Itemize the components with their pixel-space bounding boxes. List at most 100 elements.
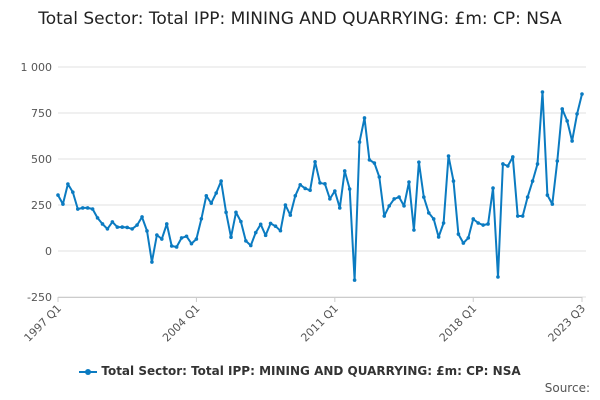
data-point: [417, 160, 421, 164]
data-point: [510, 155, 515, 159]
data-point: [66, 182, 70, 186]
data-point: [496, 275, 500, 279]
data-point: [75, 207, 80, 211]
data-point: [422, 195, 426, 199]
x-tick-label: 2004 Q1: [160, 302, 203, 345]
data-point: [555, 159, 560, 163]
data-point: [333, 189, 337, 193]
data-point: [214, 191, 218, 195]
data-point: [150, 260, 154, 264]
data-point: [515, 214, 520, 218]
data-point: [199, 217, 204, 221]
data-point: [347, 187, 352, 191]
data-point: [253, 230, 258, 235]
data-point: [506, 164, 510, 168]
data-point: [491, 186, 495, 190]
data-point: [570, 139, 574, 143]
data-point: [140, 215, 144, 219]
data-point: [219, 179, 223, 183]
data-point: [278, 228, 283, 233]
data-point: [105, 227, 110, 231]
data-point: [337, 206, 342, 210]
data-point: [367, 158, 372, 162]
data-point: [431, 217, 436, 221]
data-point: [550, 202, 555, 206]
data-point: [323, 182, 327, 186]
data-point: [520, 214, 525, 218]
data-point: [160, 237, 164, 241]
data-point: [481, 223, 485, 227]
data-point: [328, 197, 332, 201]
data-point: [298, 182, 303, 187]
data-point: [169, 244, 174, 248]
y-tick-label: 500: [31, 153, 52, 166]
data-point: [565, 119, 569, 123]
data-point: [204, 194, 209, 198]
data-point: [268, 221, 273, 226]
data-point: [273, 224, 278, 228]
data-point: [194, 237, 199, 241]
y-tick-label: -250: [27, 291, 52, 304]
data-point: [461, 241, 466, 245]
data-point: [456, 232, 461, 236]
data-point: [471, 217, 476, 221]
source-label: Source:: [544, 381, 590, 395]
data-point: [80, 206, 85, 210]
y-tick-label: 0: [45, 245, 52, 258]
data-point: [525, 195, 530, 199]
data-point: [174, 245, 179, 249]
x-tick-label: 2023 Q3: [546, 302, 589, 345]
y-tick-label: 750: [31, 107, 52, 120]
data-point: [308, 188, 312, 193]
data-point: [342, 169, 347, 173]
data-point: [125, 225, 130, 230]
legend-label: Total Sector: Total IPP: MINING AND QUAR…: [101, 364, 521, 378]
data-point: [387, 204, 392, 208]
data-point: [382, 214, 387, 218]
data-point: [209, 201, 214, 205]
data-point: [234, 210, 238, 215]
legend-line-icon: [79, 368, 98, 375]
data-point: [392, 197, 396, 201]
data-point: [258, 222, 263, 227]
data-point: [501, 162, 505, 166]
data-point: [115, 225, 120, 229]
data-point: [466, 236, 471, 240]
data-point: [441, 221, 446, 225]
data-point: [130, 227, 134, 231]
data-point: [248, 243, 253, 248]
x-tick-label: 2018 Q1: [437, 302, 480, 345]
data-point: [357, 140, 362, 144]
data-point: [145, 229, 149, 233]
data-point: [407, 180, 411, 184]
data-point: [229, 235, 233, 239]
data-point: [372, 161, 377, 165]
data-point: [71, 190, 75, 194]
data-point: [189, 241, 194, 246]
data-point: [95, 216, 100, 220]
data-point: [545, 193, 550, 197]
data-point: [244, 239, 248, 243]
data-point: [164, 222, 169, 226]
data-point: [362, 116, 367, 120]
data-point: [476, 221, 480, 225]
data-point: [402, 204, 406, 208]
data-point: [110, 220, 115, 224]
data-point: [313, 159, 317, 164]
data-point: [426, 211, 431, 215]
data-point: [135, 223, 139, 227]
data-point: [239, 219, 243, 224]
legend[interactable]: Total Sector: Total IPP: MINING AND QUAR…: [0, 364, 600, 378]
data-point: [85, 206, 90, 210]
data-point: [283, 203, 288, 207]
data-point: [303, 186, 307, 191]
data-point: [575, 112, 579, 116]
chart-title: Total Sector: Total IPP: MINING AND QUAR…: [38, 9, 562, 29]
data-point: [224, 210, 228, 215]
data-point: [61, 202, 65, 206]
data-point: [436, 235, 441, 239]
y-tick-label: 250: [31, 199, 52, 212]
x-tick-label: 2011 Q1: [298, 302, 341, 345]
data-point: [580, 92, 584, 96]
